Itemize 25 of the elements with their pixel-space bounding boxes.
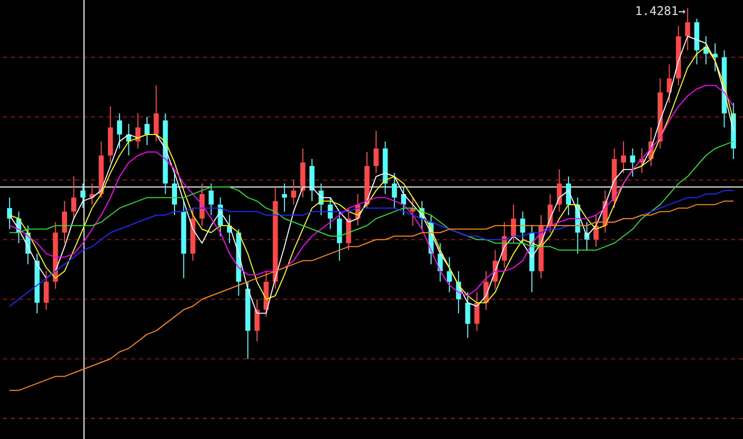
candlestick bbox=[556, 169, 562, 212]
annotation: 1.4281→ bbox=[635, 4, 686, 18]
candlestick bbox=[520, 211, 526, 244]
candlestick bbox=[71, 176, 76, 220]
candlestick bbox=[620, 140, 626, 174]
candlestick bbox=[465, 292, 470, 338]
candlestick bbox=[685, 8, 690, 51]
candlestick bbox=[154, 84, 159, 142]
candlestick bbox=[511, 204, 516, 244]
candlestick bbox=[80, 183, 86, 209]
candlestick bbox=[62, 200, 68, 244]
candlestick bbox=[630, 148, 636, 178]
candlestick bbox=[374, 130, 379, 174]
candlestick bbox=[291, 180, 296, 206]
candlestick bbox=[117, 112, 122, 149]
candlestick bbox=[208, 183, 214, 216]
candlestick bbox=[44, 270, 49, 310]
candlestick bbox=[474, 292, 480, 332]
candlestick bbox=[254, 298, 260, 342]
candlestick bbox=[446, 256, 452, 293]
candlestick bbox=[328, 197, 333, 230]
candlestick bbox=[392, 172, 397, 209]
candlestick bbox=[172, 172, 178, 216]
candlestick bbox=[282, 183, 287, 212]
candlestick bbox=[144, 116, 150, 146]
